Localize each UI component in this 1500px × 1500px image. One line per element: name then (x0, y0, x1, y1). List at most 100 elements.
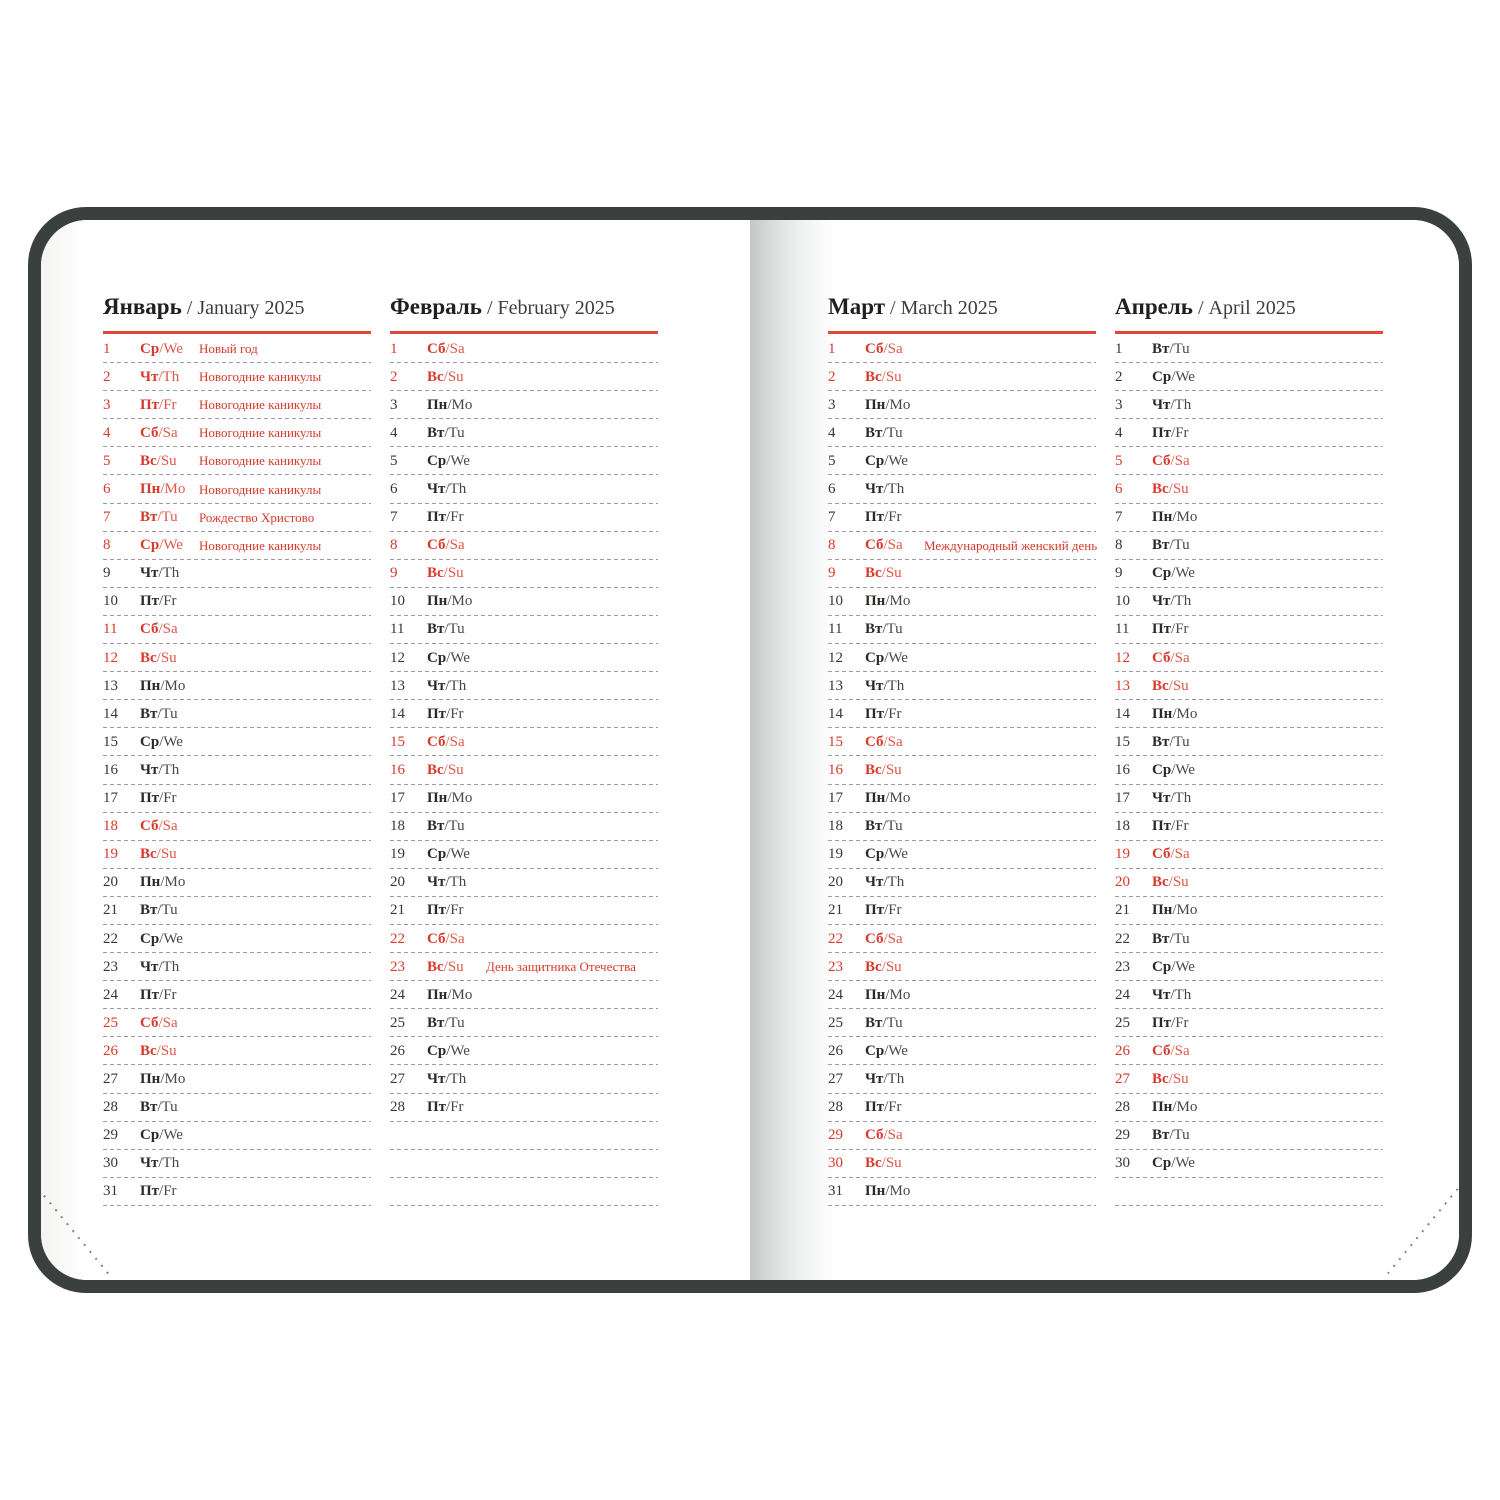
weekday: Ср/We (140, 341, 199, 358)
day-number: 7 (1115, 509, 1123, 526)
weekday-ru: Вс (1152, 481, 1169, 498)
weekday: Пн/Mo (140, 481, 199, 498)
holiday-label: Новогодние каникулы (199, 481, 322, 497)
weekday-en: /Fr (884, 705, 902, 722)
day-row-10: 10 Пт/Fr (103, 588, 371, 617)
day-number: 26 (103, 1042, 118, 1059)
weekday: Сб/Sa (865, 931, 924, 948)
day-row-8: 8 Сб/Sa Международный женский день (828, 532, 1097, 560)
weekday: Вт/Tu (865, 1015, 924, 1032)
day-row-31: 31 Пн/Mo (828, 1178, 1096, 1207)
day-row-24: 24 Пн/Mo (390, 981, 658, 1010)
day-number: 21 (390, 902, 405, 919)
day-row-14: 14 Пт/Fr (390, 700, 658, 729)
day-row-22: 22 Вт/Tu (1115, 925, 1383, 954)
weekday: Вс/Su (427, 369, 486, 386)
day-number: 10 (103, 593, 118, 610)
day-number: 25 (828, 1014, 843, 1031)
day-number: 20 (1115, 874, 1130, 891)
day-row-11: 11 Вт/Tu (828, 616, 1096, 645)
day-row-6: 6 Вс/Su (1115, 475, 1383, 504)
weekday-ru: Вт (865, 818, 883, 835)
weekday-en: /Su (443, 565, 464, 582)
weekday: Пн/Mo (427, 397, 486, 414)
weekday-en: /We (446, 846, 470, 863)
weekday-en: /Su (1168, 1070, 1189, 1087)
weekday: Вс/Su (140, 846, 199, 863)
weekday: Пт/Fr (140, 790, 199, 807)
weekday: Вс/Su (427, 762, 486, 779)
weekday-en: /Th (1170, 790, 1192, 807)
day-row-3: 3 Пн/Mo (828, 391, 1096, 420)
holiday-label: Новогодние каникулы (199, 537, 322, 553)
weekday-ru: Пн (140, 481, 161, 498)
day-row-7: 7 Вт/Tu Рождество Христово (103, 504, 371, 532)
day-number: 12 (1115, 649, 1130, 666)
day-row-20: 20 Чт/Th (828, 869, 1096, 897)
day-number: 29 (103, 1127, 118, 1144)
weekday: Чт/Th (140, 762, 199, 779)
day-number: 14 (103, 705, 118, 722)
weekday: Ср/We (865, 1043, 924, 1060)
month-title-ru: Февраль (390, 294, 482, 319)
month-title-separator: / (1192, 297, 1209, 319)
day-row-14: 14 Вт/Tu (103, 700, 371, 729)
day-row-4: 4 Вт/Tu (828, 419, 1096, 448)
weekday: Пн/Mo (865, 987, 924, 1004)
day-row-24: 24 Пн/Mo (828, 981, 1096, 1010)
weekday: Ср/We (1152, 762, 1211, 779)
day-number: 1 (390, 340, 398, 357)
weekday: Пн/Mo (427, 593, 486, 610)
weekday: Вс/Su (140, 1043, 199, 1060)
day-row-9: 9 Вс/Su (390, 560, 658, 588)
day-number: 17 (103, 790, 118, 807)
weekday: Пт/Fr (865, 706, 924, 723)
day-rows: 1 Сб/Sa 2 Вс/Su 3 Пн/Mo 4 Вт/Tu 5 Ср/We 6 Чт/Th 7 Пт/… (828, 335, 1097, 1207)
weekday-en: /Su (156, 1042, 177, 1059)
weekday-ru: Чт (427, 874, 446, 891)
month-title-en: February 2025 (497, 297, 615, 319)
day-number: 28 (1115, 1099, 1130, 1116)
weekday: Вс/Su (140, 650, 199, 667)
day-number: 7 (103, 509, 111, 526)
weekday-en: /We (159, 340, 183, 357)
day-row-29: 29 Вт/Tu (1115, 1122, 1383, 1150)
day-row-27: 27 Вс/Su (1115, 1065, 1383, 1094)
weekday-en: /We (884, 452, 908, 469)
weekday-ru: Чт (1152, 790, 1171, 807)
day-row-4: 4 Вт/Tu (390, 419, 658, 448)
day-row-26: 26 Вс/Su (103, 1037, 371, 1066)
day-row-2: 2 Вс/Su (828, 363, 1096, 392)
weekday: Вт/Tu (865, 425, 924, 442)
weekday-ru: Сб (427, 537, 446, 554)
weekday: Пн/Mo (1152, 706, 1211, 723)
weekday-ru: Пт (427, 902, 447, 919)
weekday-ru: Пн (1152, 705, 1173, 722)
day-row-27: 27 Чт/Th (390, 1065, 658, 1094)
day-rows: 1 Ср/We Новый год 2 Чт/Th Новогодние каникулы… (103, 335, 371, 1207)
day-row-11: 11 Пт/Fr (1115, 616, 1383, 645)
weekday-ru: Сб (1152, 1042, 1171, 1059)
day-row-22: 22 Ср/We (103, 925, 371, 954)
day-row-2: 2 Вс/Su (390, 363, 658, 392)
day-number: 4 (103, 424, 111, 441)
weekday-ru: Пт (865, 1099, 885, 1116)
weekday-en: /Tu (1169, 1127, 1190, 1144)
weekday-ru: Чт (140, 1155, 159, 1172)
weekday: Пт/Fr (1152, 1015, 1211, 1032)
day-row-26: 26 Сб/Sa (1115, 1037, 1383, 1066)
weekday-en: /Tu (444, 818, 465, 835)
weekday: Чт/Th (865, 481, 924, 498)
day-row-19: 19 Ср/We (390, 841, 658, 869)
day-row-8: 8 Сб/Sa (390, 532, 658, 560)
weekday: Пт/Fr (427, 902, 486, 919)
day-row-3: 3 Чт/Th (1115, 391, 1383, 420)
weekday-en: /Th (158, 1155, 180, 1172)
weekday-ru: Сб (865, 1127, 884, 1144)
month-title-ru: Апрель (1115, 294, 1193, 319)
weekday-ru: Пт (865, 509, 885, 526)
day-number: 3 (103, 396, 111, 413)
day-row-26: 26 Ср/We (828, 1037, 1096, 1066)
day-number: 19 (1115, 846, 1130, 863)
weekday-en: /We (884, 1042, 908, 1059)
